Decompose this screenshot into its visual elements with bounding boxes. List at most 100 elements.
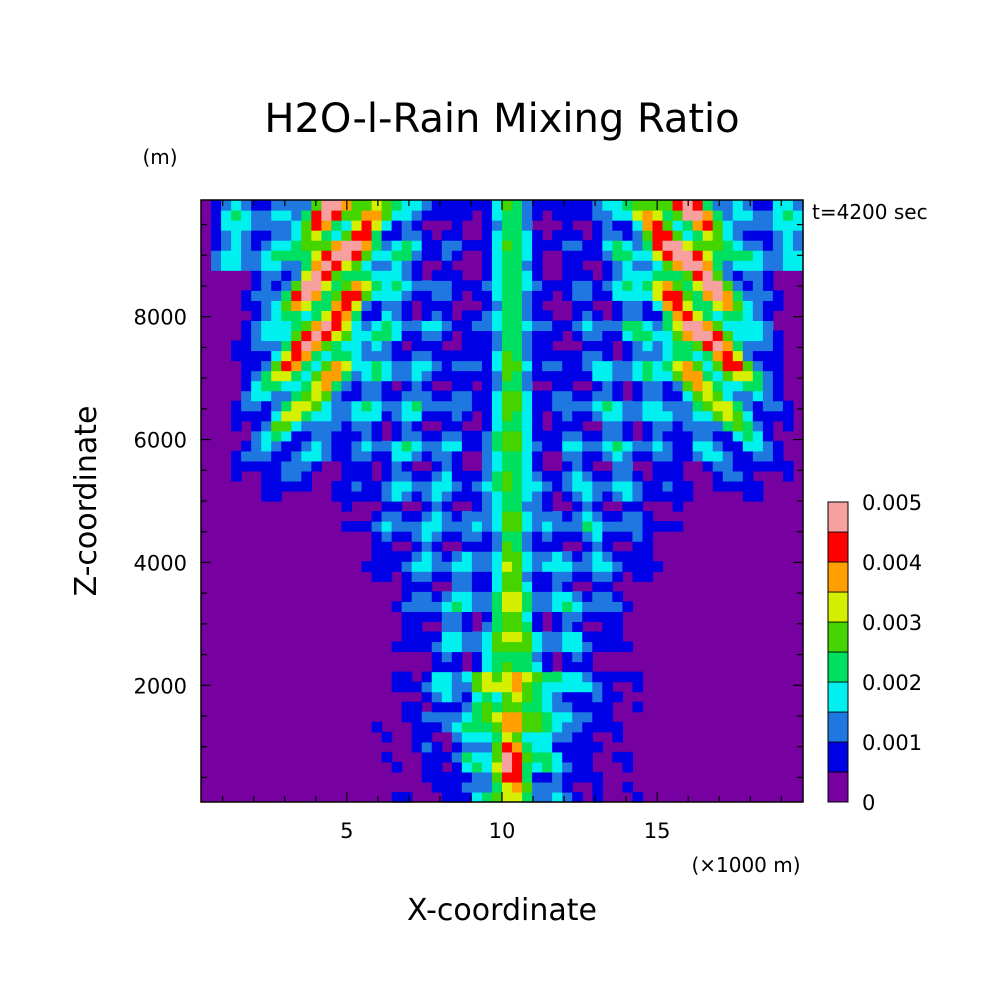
field-cell [672, 300, 684, 311]
field-cell [391, 260, 403, 271]
field-cell [301, 360, 312, 372]
field-cell [522, 280, 533, 291]
field-cell [522, 380, 533, 392]
field-cell [481, 711, 493, 723]
field-cell [441, 791, 453, 803]
field-cell [351, 490, 363, 502]
field-cell [421, 551, 433, 562]
field-cell [632, 250, 644, 261]
field-cell [662, 340, 674, 352]
field-cell [602, 490, 613, 502]
field-cell [241, 320, 252, 332]
field-cell [622, 240, 634, 251]
field-cell [281, 370, 292, 382]
field-cell [722, 280, 734, 291]
field-cell [502, 250, 513, 261]
field-cell [271, 450, 282, 462]
field-cell [542, 290, 553, 301]
field-cell [522, 661, 533, 673]
field-cell [361, 230, 373, 241]
field-cell [552, 210, 563, 221]
field-cell [381, 571, 393, 582]
field-cell [441, 330, 453, 342]
field-cell [391, 290, 403, 301]
field-cell [461, 571, 473, 582]
field-cell [512, 300, 523, 311]
field-cell [221, 230, 232, 241]
field-cell [552, 480, 563, 492]
field-cell [742, 390, 754, 402]
field-cell [451, 621, 463, 633]
field-cell [542, 400, 553, 412]
field-cell [411, 270, 423, 281]
field-cell [742, 320, 754, 332]
field-cell [572, 480, 583, 492]
field-cell [782, 420, 794, 432]
field-cell [552, 721, 563, 733]
field-cell [512, 731, 523, 743]
field-cell [732, 220, 744, 231]
field-cell [762, 320, 774, 332]
field-cell [632, 240, 644, 251]
field-cell [512, 761, 523, 773]
field-cell [401, 440, 413, 452]
field-cell [311, 230, 322, 241]
field-cell [441, 771, 453, 783]
field-cell [361, 400, 373, 412]
field-cell [512, 420, 523, 432]
field-cell [652, 280, 664, 291]
field-cell [321, 390, 333, 402]
field-cell [431, 280, 443, 291]
field-cell [481, 300, 493, 311]
field-cell [662, 521, 674, 532]
field-cell [582, 531, 593, 542]
field-cell [421, 210, 433, 221]
field-cell [532, 761, 543, 773]
field-cell [381, 501, 393, 512]
field-cell [682, 290, 694, 301]
field-cell [371, 390, 383, 402]
field-cell [381, 340, 393, 352]
field-cell [592, 380, 603, 392]
field-cell [572, 370, 583, 382]
field-cell [662, 200, 674, 211]
field-cell [712, 240, 724, 251]
field-cell [672, 210, 684, 221]
field-cell [662, 360, 674, 372]
field-cell [512, 440, 523, 452]
field-cell [582, 591, 593, 602]
field-cell [391, 450, 403, 462]
field-cell [461, 691, 473, 703]
field-cell [652, 430, 664, 442]
field-cell [752, 220, 764, 231]
field-cell [421, 470, 433, 482]
field-cell [381, 370, 393, 382]
field-cell [491, 521, 503, 532]
field-cell [431, 641, 443, 653]
field-cell [602, 420, 613, 432]
field-cell [441, 721, 453, 733]
field-cell [351, 300, 363, 311]
field-cell [251, 350, 262, 362]
field-cell [712, 210, 724, 221]
field-cell [592, 350, 603, 362]
field-cell [481, 781, 493, 793]
field-cell [512, 691, 523, 703]
field-cell [351, 330, 363, 342]
field-cell [692, 340, 704, 352]
field-cell [231, 450, 242, 462]
colorbar-label: 0.004 [862, 551, 922, 575]
field-cell [281, 410, 292, 422]
field-cell [692, 290, 704, 301]
field-cell [411, 641, 423, 653]
field-cell [411, 330, 423, 342]
field-cell [642, 220, 654, 231]
field-cell [692, 390, 704, 402]
field-cell [361, 390, 373, 402]
field-cell [692, 420, 704, 432]
field-cell [401, 370, 413, 382]
field-cell [381, 200, 393, 211]
field-cell [431, 270, 443, 281]
field-cell [431, 210, 443, 221]
field-cell [722, 400, 734, 412]
